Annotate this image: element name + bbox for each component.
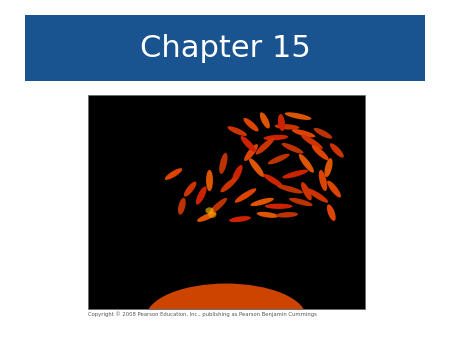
Ellipse shape (282, 143, 303, 154)
Ellipse shape (256, 138, 274, 154)
Ellipse shape (256, 212, 279, 218)
Ellipse shape (306, 188, 328, 203)
Ellipse shape (196, 186, 207, 204)
Ellipse shape (206, 170, 213, 191)
Ellipse shape (274, 124, 299, 130)
Ellipse shape (277, 185, 303, 194)
Text: Copyright © 2008 Pearson Education, Inc., publishing as Pearson Benjamin Cumming: Copyright © 2008 Pearson Education, Inc.… (88, 311, 317, 317)
Ellipse shape (232, 165, 243, 183)
Ellipse shape (312, 145, 328, 160)
Text: Chapter 15: Chapter 15 (140, 34, 310, 63)
Ellipse shape (276, 212, 298, 218)
Ellipse shape (327, 204, 336, 221)
Ellipse shape (330, 143, 344, 158)
Ellipse shape (264, 135, 288, 140)
Ellipse shape (208, 212, 216, 218)
Ellipse shape (263, 174, 283, 187)
Ellipse shape (165, 168, 182, 180)
Ellipse shape (146, 284, 306, 338)
FancyBboxPatch shape (25, 15, 425, 81)
Ellipse shape (260, 112, 270, 128)
Ellipse shape (268, 154, 290, 164)
Ellipse shape (319, 170, 327, 191)
Ellipse shape (301, 135, 323, 149)
Ellipse shape (208, 198, 227, 215)
Ellipse shape (250, 198, 274, 206)
Ellipse shape (220, 177, 237, 192)
FancyBboxPatch shape (88, 95, 364, 309)
Ellipse shape (184, 182, 197, 197)
Ellipse shape (234, 188, 256, 203)
Ellipse shape (301, 182, 312, 200)
Ellipse shape (265, 203, 293, 209)
Ellipse shape (197, 212, 216, 222)
Ellipse shape (289, 198, 313, 206)
Ellipse shape (205, 207, 214, 214)
Ellipse shape (249, 158, 264, 177)
Ellipse shape (314, 128, 332, 139)
Ellipse shape (244, 144, 258, 161)
Ellipse shape (278, 114, 285, 131)
Ellipse shape (285, 112, 311, 120)
Ellipse shape (227, 126, 247, 136)
Ellipse shape (219, 153, 228, 174)
Ellipse shape (178, 198, 186, 215)
Ellipse shape (243, 118, 259, 131)
Ellipse shape (324, 158, 333, 177)
Ellipse shape (299, 154, 314, 173)
Ellipse shape (241, 136, 256, 152)
Ellipse shape (327, 180, 341, 197)
Ellipse shape (282, 170, 308, 178)
Ellipse shape (292, 129, 315, 138)
Ellipse shape (229, 216, 251, 222)
